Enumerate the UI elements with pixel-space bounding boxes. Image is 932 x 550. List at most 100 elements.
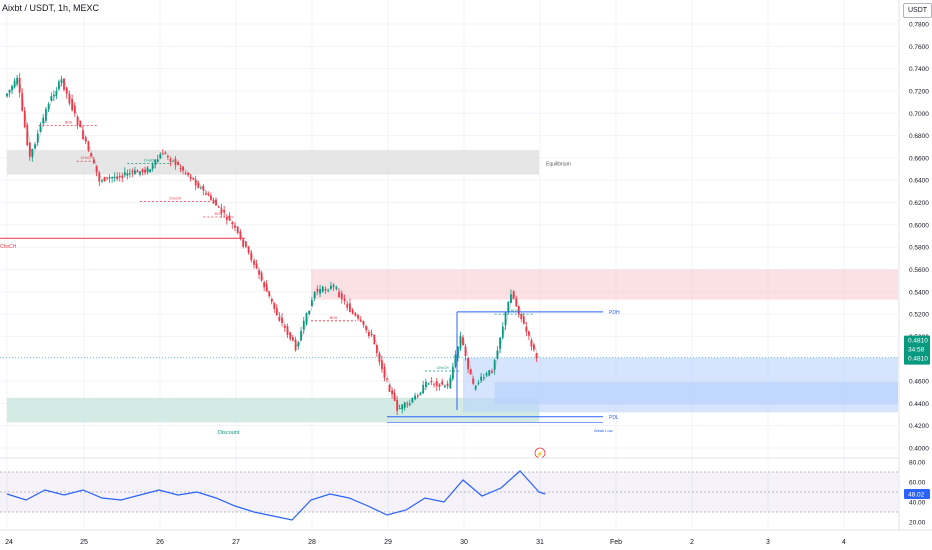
candle-body[interactable] (446, 383, 449, 386)
candle-body[interactable] (159, 154, 162, 159)
candle-body[interactable] (16, 77, 19, 85)
candle-body[interactable] (354, 313, 357, 316)
candle-body[interactable] (55, 90, 58, 96)
candle-body[interactable] (242, 239, 245, 247)
candle-body[interactable] (316, 288, 319, 292)
candle-body[interactable] (297, 342, 300, 347)
candle-body[interactable] (308, 310, 311, 315)
candle-body[interactable] (126, 173, 129, 176)
candle-body[interactable] (194, 179, 197, 186)
candle-body[interactable] (411, 397, 414, 403)
candle-body[interactable] (36, 133, 39, 143)
candle-body[interactable] (144, 169, 146, 173)
candle-body[interactable] (311, 300, 313, 307)
candle-body[interactable] (71, 99, 74, 111)
candle-body[interactable] (179, 168, 182, 170)
candle-body[interactable] (45, 109, 47, 121)
candle-body[interactable] (359, 319, 362, 322)
candle-body[interactable] (391, 390, 393, 395)
candle-body[interactable] (98, 172, 101, 182)
candle-body[interactable] (204, 193, 207, 195)
candle-body[interactable] (444, 386, 446, 388)
candle-body[interactable] (199, 187, 202, 189)
candle-body[interactable] (533, 344, 535, 350)
candle-body[interactable] (8, 89, 11, 93)
candle-body[interactable] (6, 93, 8, 97)
candle-body[interactable] (236, 226, 239, 233)
candle-body[interactable] (351, 309, 354, 314)
candle-body[interactable] (192, 178, 195, 180)
candle-body[interactable] (401, 404, 404, 410)
candle-body[interactable] (305, 312, 308, 325)
candle-body[interactable] (123, 172, 126, 175)
candle-body[interactable] (182, 166, 184, 171)
candle-body[interactable] (300, 331, 302, 341)
candle-body[interactable] (393, 393, 396, 401)
symbol-title[interactable]: Aixbt / USDT, 1h, MEXC (2, 3, 100, 13)
candle-body[interactable] (111, 176, 114, 179)
candle-body[interactable] (302, 320, 305, 330)
candle-body[interactable] (131, 170, 134, 173)
candle-body[interactable] (255, 263, 258, 268)
candle-body[interactable] (477, 382, 480, 384)
candle-body[interactable] (42, 117, 45, 124)
candle-body[interactable] (156, 159, 159, 163)
candle-body[interactable] (184, 172, 187, 174)
candle-body[interactable] (52, 94, 55, 97)
candle-body[interactable] (373, 334, 376, 345)
candle-body[interactable] (13, 80, 16, 88)
candle-body[interactable] (425, 381, 427, 387)
candle-body[interactable] (39, 124, 42, 132)
candle-body[interactable] (451, 366, 454, 379)
currency-badge[interactable]: USDT (903, 3, 932, 18)
candle-body[interactable] (472, 378, 475, 384)
candle-body[interactable] (485, 373, 488, 376)
candle-body[interactable] (525, 326, 528, 332)
candle-body[interactable] (128, 173, 131, 175)
equilibrium-zone[interactable] (7, 150, 539, 175)
candle-body[interactable] (517, 306, 520, 315)
candle-body[interactable] (278, 316, 281, 321)
candle-body[interactable] (319, 289, 321, 294)
rsi-badge[interactable] (904, 488, 930, 499)
candle-body[interactable] (108, 177, 111, 179)
candle-body[interactable] (281, 317, 283, 323)
candle-body[interactable] (161, 153, 164, 155)
candle-body[interactable] (480, 376, 482, 381)
candle-body[interactable] (403, 402, 406, 408)
candle-body[interactable] (258, 270, 260, 275)
candle-body[interactable] (177, 162, 179, 165)
candle-body[interactable] (512, 291, 515, 299)
candle-body[interactable] (457, 346, 459, 358)
candle-body[interactable] (396, 399, 399, 412)
candle-body[interactable] (79, 120, 82, 128)
candle-body[interactable] (435, 381, 438, 387)
candle-body[interactable] (321, 286, 324, 292)
candle-body[interactable] (68, 93, 71, 104)
candle-body[interactable] (275, 308, 278, 316)
candle-body[interactable] (469, 369, 472, 375)
candle-body[interactable] (76, 116, 79, 126)
candle-body[interactable] (207, 193, 210, 195)
candle-body[interactable] (151, 164, 154, 169)
last-price-badge[interactable] (904, 335, 930, 365)
candle-body[interactable] (84, 137, 87, 142)
candle-body[interactable] (260, 272, 263, 281)
candle-body[interactable] (116, 176, 119, 180)
candle-body[interactable] (34, 144, 36, 149)
candle-body[interactable] (464, 346, 467, 356)
candle-body[interactable] (324, 289, 327, 291)
candle-body[interactable] (174, 159, 177, 165)
candle-body[interactable] (197, 182, 200, 188)
candle-body[interactable] (493, 360, 496, 370)
candle-body[interactable] (474, 385, 477, 390)
candle-body[interactable] (26, 124, 29, 146)
candle-body[interactable] (65, 87, 68, 94)
candle-body[interactable] (459, 335, 462, 350)
candle-body[interactable] (375, 345, 378, 353)
candle-body[interactable] (172, 160, 174, 162)
candle-body[interactable] (499, 337, 501, 349)
candle-body[interactable] (82, 130, 84, 140)
